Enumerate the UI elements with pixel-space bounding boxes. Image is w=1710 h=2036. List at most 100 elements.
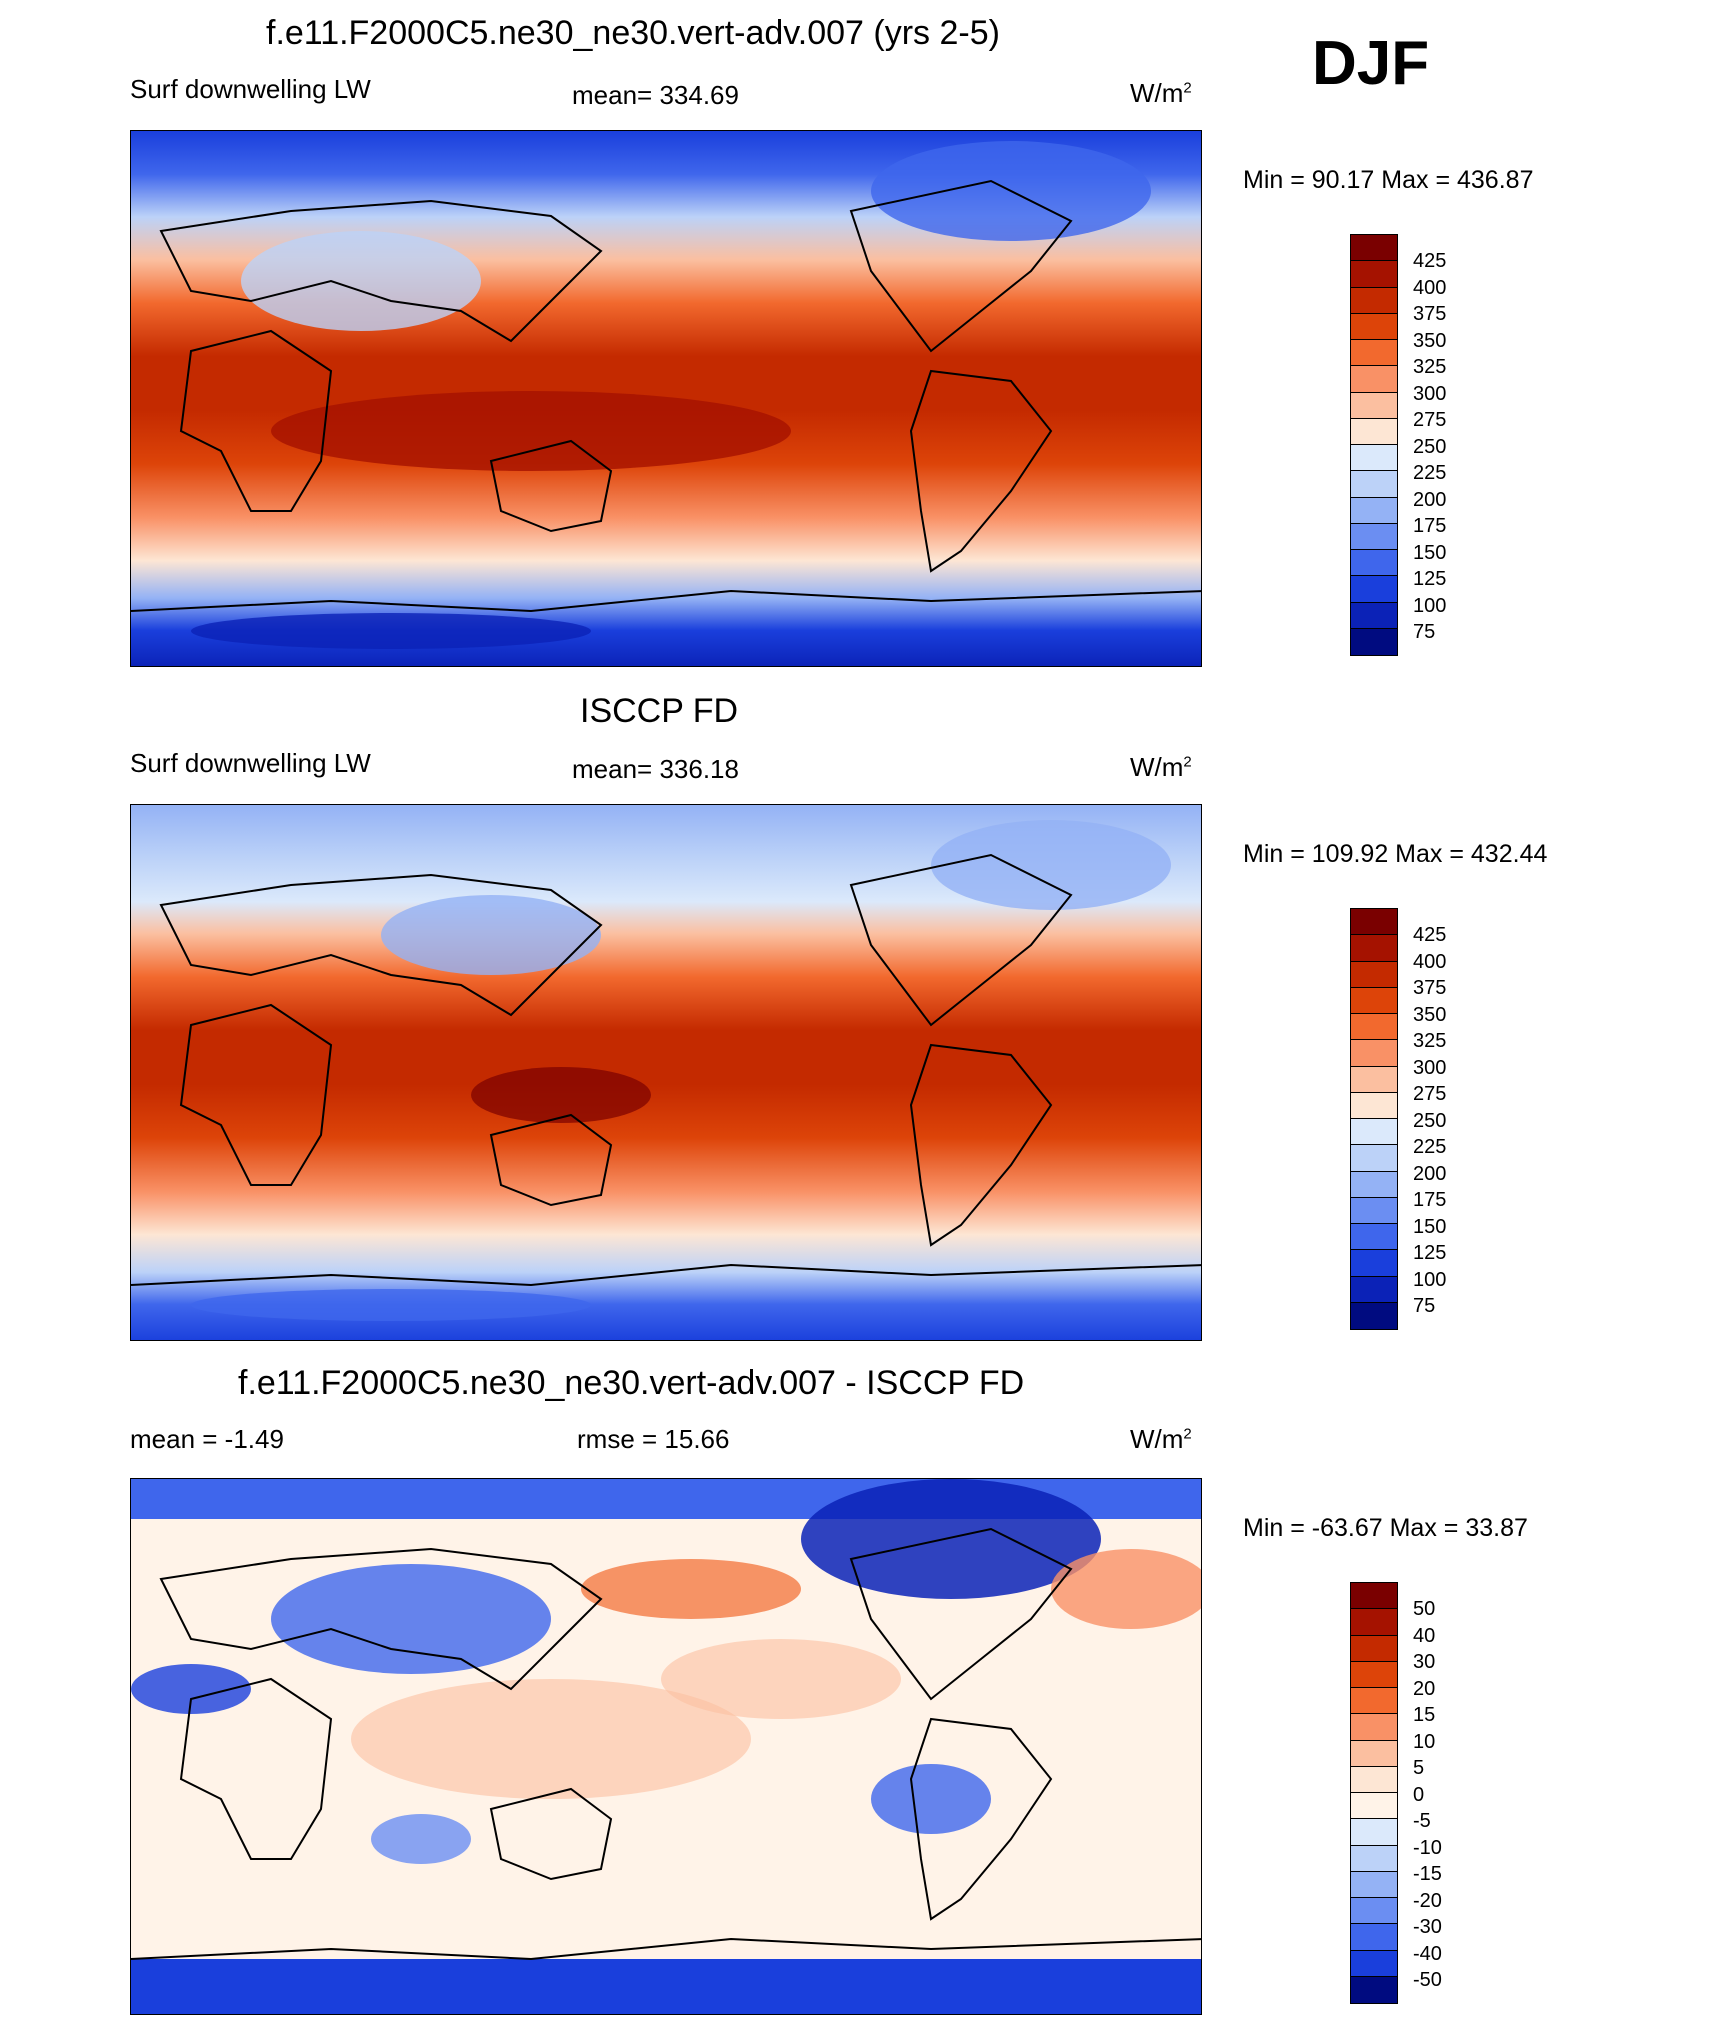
colorbar-tick-label: 375 — [1413, 977, 1447, 999]
panel-2-minmax: Min = 109.92 Max = 432.44 — [1243, 840, 1548, 868]
panel-3-map — [130, 1478, 1202, 2015]
colorbar-swatch — [1351, 1845, 1397, 1872]
colorbar-swatch — [1351, 1976, 1397, 2003]
panel-3-colorbar-labels: 50 40 30 20 15 10 5 0 -5 -10 -15 -20 -30 -40 -50 — [1413, 1596, 1442, 1994]
colorbar-swatch — [1351, 1740, 1397, 1767]
panel-3-rmse-label: rmse = 15.66 — [577, 1424, 730, 1454]
panel-1-colorbar — [1350, 234, 1398, 656]
colorbar-swatch — [1351, 1661, 1397, 1688]
colorbar-tick-label: 300 — [1413, 1056, 1447, 1079]
colorbar-tick-label: 250 — [1413, 1109, 1447, 1132]
panel-1-map — [130, 130, 1202, 667]
panel-3-mean-label: mean = -1.49 — [130, 1424, 284, 1454]
colorbar-tick-label: 200 — [1413, 1162, 1447, 1185]
colorbar-swatch — [1351, 1766, 1397, 1793]
colorbar-swatch — [1351, 340, 1397, 367]
colorbar-swatch — [1351, 1609, 1397, 1636]
colorbar-tick-label: 15 — [1413, 1704, 1436, 1726]
colorbar-swatch — [1351, 1871, 1397, 1898]
colorbar-tick-label: 275 — [1413, 1083, 1447, 1105]
colorbar-tick-label: 425 — [1413, 250, 1447, 272]
colorbar-swatch — [1351, 1950, 1397, 1977]
colorbar-tick-label: 150 — [1413, 1215, 1447, 1238]
panel-1-title: f.e11.F2000C5.ne30_ne30.vert-adv.007 (yr… — [266, 14, 1000, 52]
colorbar-tick-label: 200 — [1413, 488, 1447, 511]
colorbar-swatch — [1351, 1224, 1397, 1251]
season-label: DJF — [1312, 29, 1430, 98]
colorbar-swatch — [1351, 1635, 1397, 1662]
colorbar-tick-label: 350 — [1413, 1003, 1447, 1026]
colorbar-swatch — [1351, 550, 1397, 577]
colorbar-tick-label: 10 — [1413, 1730, 1436, 1753]
colorbar-swatch — [1351, 1276, 1397, 1303]
colorbar-tick-label: 0 — [1413, 1783, 1425, 1806]
colorbar-swatch — [1351, 1145, 1397, 1172]
colorbar-tick-label: 30 — [1413, 1651, 1436, 1673]
panel-2-title: ISCCP FD — [580, 692, 739, 730]
colorbar-swatch — [1351, 1197, 1397, 1224]
panel-3-minmax: Min = -63.67 Max = 33.87 — [1243, 1514, 1528, 1542]
colorbar-tick-label: -30 — [1413, 1916, 1442, 1938]
panel-1-variable-label: Surf downwelling LW — [130, 74, 371, 104]
panel-1-units: W/m2 — [1130, 78, 1192, 108]
colorbar-swatch — [1351, 909, 1397, 936]
colorbar-tick-label: 400 — [1413, 276, 1447, 299]
colorbar-swatch — [1351, 1092, 1397, 1119]
colorbar-swatch — [1351, 445, 1397, 472]
panel-1-minmax: Min = 90.17 Max = 436.87 — [1243, 166, 1534, 194]
colorbar-tick-label: 350 — [1413, 329, 1447, 352]
panel-2-colorbar-labels: 425 400 375 350 325 300 275 250 225 200 175 150 125 1… — [1413, 922, 1446, 1320]
panel-2-colorbar — [1350, 908, 1398, 1330]
colorbar-tick-label: 225 — [1413, 462, 1447, 484]
colorbar-tick-label: 250 — [1413, 435, 1447, 458]
colorbar-swatch — [1351, 1583, 1397, 1610]
colorbar-swatch — [1351, 366, 1397, 393]
colorbar-tick-label: 375 — [1413, 303, 1447, 325]
colorbar-swatch — [1351, 313, 1397, 340]
panel-1-colorbar-labels: 425 400 375 350 325 300 275 250 225 200 175 150 125 1… — [1413, 248, 1446, 646]
panel-2-variable-label: Surf downwelling LW — [130, 748, 371, 778]
panel-2-map — [130, 804, 1202, 1341]
colorbar-swatch — [1351, 1688, 1397, 1715]
colorbar-swatch — [1351, 497, 1397, 524]
colorbar-tick-label: 5 — [1413, 1757, 1425, 1779]
colorbar-tick-label: 325 — [1413, 1030, 1447, 1052]
colorbar-swatch — [1351, 1898, 1397, 1925]
colorbar-tick-label: 150 — [1413, 541, 1447, 564]
colorbar-tick-label: -40 — [1413, 1942, 1442, 1965]
colorbar-swatch — [1351, 287, 1397, 314]
colorbar-tick-label: 100 — [1413, 1268, 1447, 1291]
panel-3-units: W/m2 — [1130, 1424, 1192, 1454]
colorbar-tick-label: 275 — [1413, 409, 1447, 431]
panel-3-title: f.e11.F2000C5.ne30_ne30.vert-adv.007 - I… — [238, 1364, 1025, 1402]
colorbar-swatch — [1351, 471, 1397, 498]
colorbar-tick-label: 425 — [1413, 924, 1447, 946]
colorbar-tick-label: -15 — [1413, 1863, 1442, 1885]
colorbar-swatch — [1351, 1040, 1397, 1067]
colorbar-swatch — [1351, 1714, 1397, 1741]
colorbar-tick-label: -10 — [1413, 1836, 1442, 1859]
colorbar-tick-label: 125 — [1413, 568, 1447, 590]
colorbar-swatch — [1351, 628, 1397, 655]
colorbar-swatch — [1351, 987, 1397, 1014]
panel-2-mean-label: mean= 336.18 — [572, 754, 739, 784]
panel-1-mean-label: mean= 334.69 — [572, 80, 739, 110]
panel-2-units: W/m2 — [1130, 752, 1192, 782]
colorbar-swatch — [1351, 961, 1397, 988]
colorbar-swatch — [1351, 392, 1397, 419]
colorbar-swatch — [1351, 1250, 1397, 1277]
panel-3-colorbar — [1350, 1582, 1398, 2004]
colorbar-tick-label: 50 — [1413, 1598, 1436, 1620]
colorbar-tick-label: 75 — [1413, 621, 1436, 643]
colorbar-swatch — [1351, 523, 1397, 550]
colorbar-tick-label: 40 — [1413, 1624, 1436, 1647]
colorbar-swatch — [1351, 576, 1397, 603]
colorbar-swatch — [1351, 1819, 1397, 1846]
colorbar-swatch — [1351, 1302, 1397, 1329]
colorbar-swatch — [1351, 1793, 1397, 1820]
colorbar-tick-label: -50 — [1413, 1969, 1442, 1991]
colorbar-tick-label: 75 — [1413, 1295, 1436, 1317]
colorbar-tick-label: 20 — [1413, 1677, 1436, 1700]
colorbar-swatch — [1351, 1066, 1397, 1093]
colorbar-swatch — [1351, 235, 1397, 262]
